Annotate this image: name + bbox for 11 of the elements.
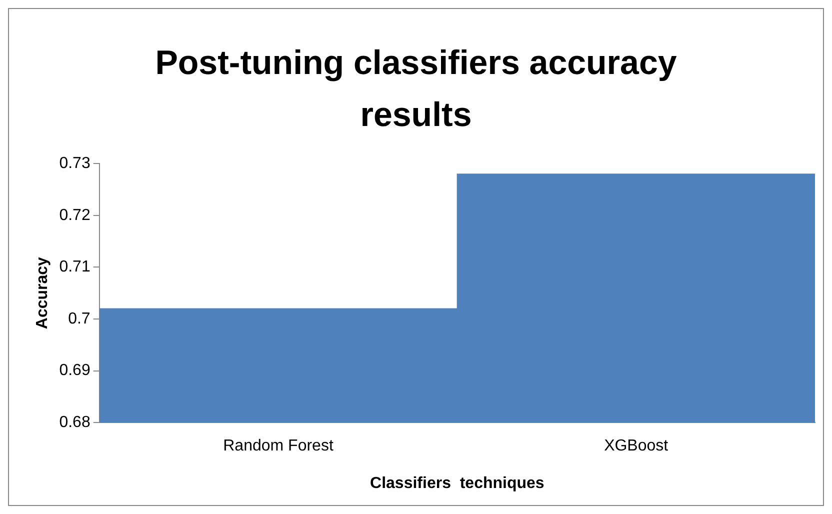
y-tick-label: 0.68 [59, 414, 90, 432]
chart-title: Post-tuning classifiers accuracy results [154, 43, 678, 136]
y-tick-label: 0.7 [68, 310, 90, 328]
y-tick-label: 0.69 [59, 362, 90, 380]
y-tick-label: 0.72 [59, 206, 90, 224]
x-axis-title: Classifiers techniques [370, 474, 544, 492]
y-tick-label: 0.73 [59, 155, 90, 172]
y-tick-label: 0.71 [59, 258, 90, 276]
y-axis-title: Accuracy [34, 256, 52, 330]
x-tick-label: Random Forest [223, 438, 334, 455]
x-tick-label: XGBoost [604, 438, 669, 455]
